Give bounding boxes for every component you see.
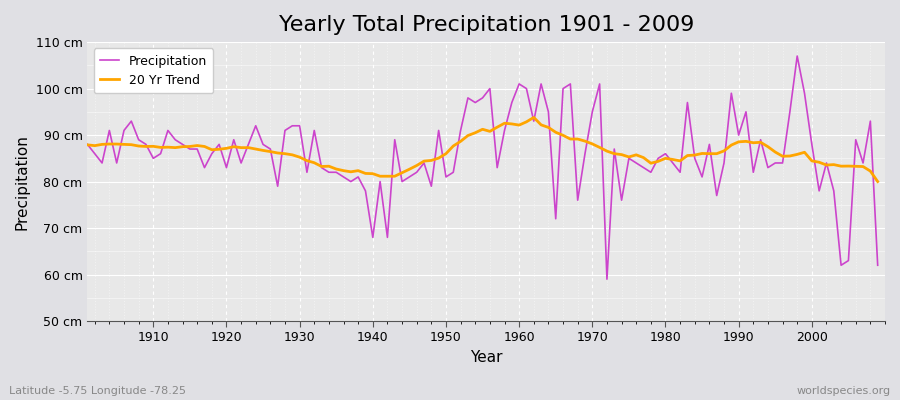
Legend: Precipitation, 20 Yr Trend: Precipitation, 20 Yr Trend	[94, 48, 213, 93]
Precipitation	[872, 263, 883, 268]
20 Yr Trend	[140, 144, 151, 149]
Precipitation	[792, 54, 803, 58]
20 Yr Trend	[346, 170, 356, 174]
Precipitation	[601, 277, 612, 282]
Precipitation	[140, 142, 151, 147]
Text: worldspecies.org: worldspecies.org	[796, 386, 891, 396]
Y-axis label: Precipitation: Precipitation	[15, 134, 30, 230]
20 Yr Trend	[302, 158, 312, 163]
20 Yr Trend	[609, 151, 620, 156]
Line: Precipitation: Precipitation	[87, 56, 878, 279]
Text: Latitude -5.75 Longitude -78.25: Latitude -5.75 Longitude -78.25	[9, 386, 186, 396]
20 Yr Trend	[507, 122, 517, 126]
Line: 20 Yr Trend: 20 Yr Trend	[87, 118, 878, 182]
Precipitation	[609, 147, 620, 152]
X-axis label: Year: Year	[470, 350, 502, 365]
20 Yr Trend	[872, 179, 883, 184]
20 Yr Trend	[528, 115, 539, 120]
Precipitation	[346, 179, 356, 184]
Precipitation	[82, 142, 93, 147]
Precipitation	[302, 170, 312, 175]
20 Yr Trend	[514, 123, 525, 128]
Title: Yearly Total Precipitation 1901 - 2009: Yearly Total Precipitation 1901 - 2009	[278, 15, 694, 35]
Precipitation	[514, 82, 525, 86]
Precipitation	[507, 100, 517, 105]
20 Yr Trend	[82, 142, 93, 147]
